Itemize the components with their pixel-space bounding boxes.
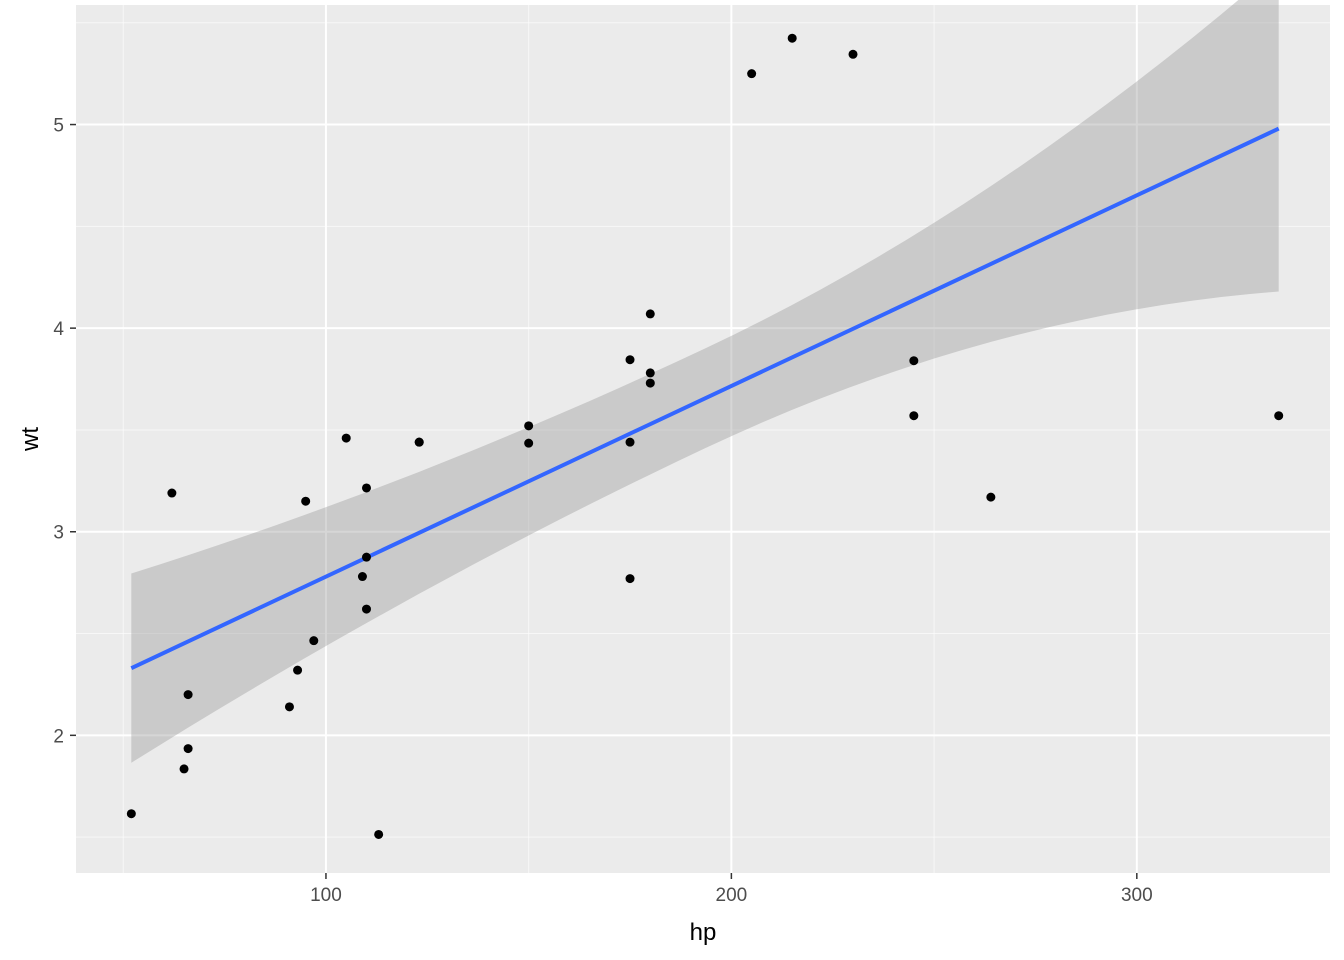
data-point xyxy=(524,421,534,431)
data-point xyxy=(1274,411,1284,421)
data-point xyxy=(293,665,303,675)
y-tick-label: 3 xyxy=(53,523,64,544)
data-point xyxy=(747,69,757,79)
data-point xyxy=(361,483,371,493)
data-point xyxy=(625,437,635,447)
data-point xyxy=(301,496,311,506)
data-point xyxy=(645,309,655,319)
data-point xyxy=(645,368,655,378)
data-point xyxy=(787,33,797,43)
x-tick-label: 300 xyxy=(1121,885,1153,906)
data-point xyxy=(374,829,384,839)
plot-panel xyxy=(76,5,1330,873)
y-axis-title: wt xyxy=(17,427,44,452)
data-point xyxy=(645,378,655,388)
x-axis-title: hp xyxy=(690,919,717,946)
data-point xyxy=(848,49,858,59)
data-point xyxy=(414,437,424,447)
major-gridlines xyxy=(76,5,1330,873)
data-point xyxy=(183,690,193,700)
data-point xyxy=(909,411,919,421)
data-points xyxy=(126,33,1284,839)
data-point xyxy=(284,702,294,712)
data-point xyxy=(524,438,534,448)
data-point xyxy=(167,488,177,498)
x-tick-label: 100 xyxy=(310,885,342,906)
y-tick-label: 2 xyxy=(53,726,64,747)
x-tick-label: 200 xyxy=(716,885,748,906)
data-point xyxy=(625,574,635,584)
regression-line-path xyxy=(130,126,1280,670)
confidence-band-area xyxy=(131,0,1279,763)
data-point xyxy=(179,764,189,774)
y-tick-label: 5 xyxy=(53,116,64,137)
data-point xyxy=(361,552,371,562)
data-point xyxy=(126,809,136,819)
confidence-band xyxy=(131,0,1279,763)
data-point xyxy=(183,744,193,754)
regression-line xyxy=(130,126,1280,670)
data-point xyxy=(341,433,351,443)
y-axis: 23456 xyxy=(53,116,76,747)
y-tick-label: 4 xyxy=(53,319,64,340)
data-point xyxy=(625,355,635,365)
data-point xyxy=(909,356,919,366)
data-point xyxy=(986,492,996,502)
data-point xyxy=(361,604,371,614)
data-point xyxy=(357,572,367,582)
data-point xyxy=(309,636,319,646)
x-axis: 100 200 300 xyxy=(310,873,1153,906)
